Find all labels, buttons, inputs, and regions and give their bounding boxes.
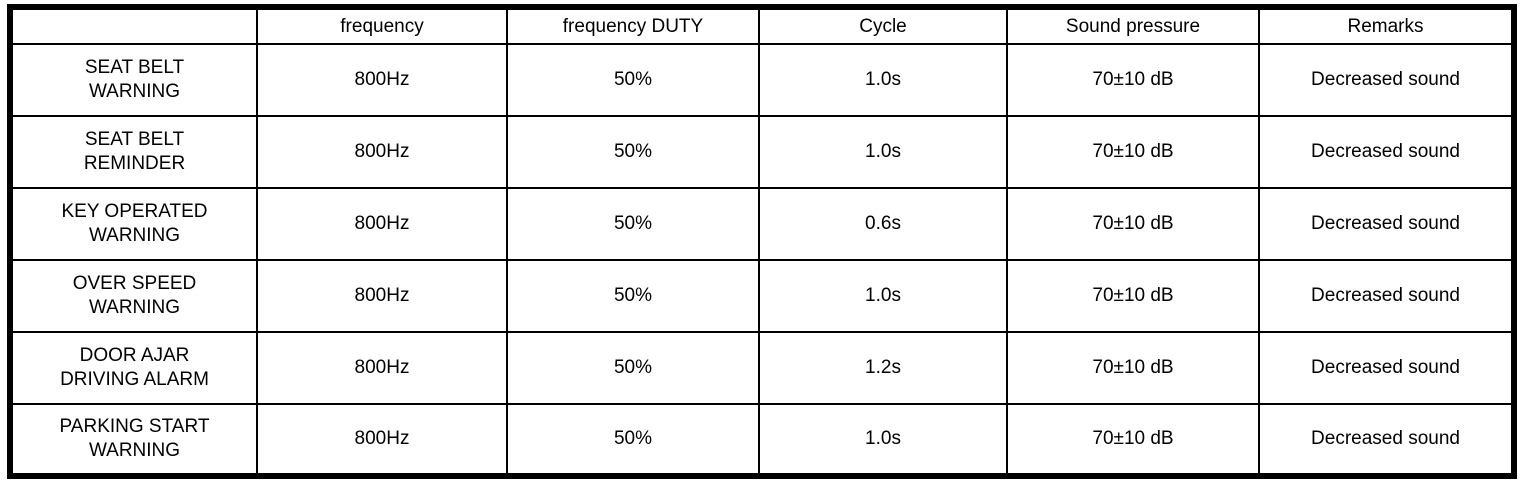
cell-remarks: Decreased sound: [1258, 187, 1515, 261]
cell-cycle: 1.2s: [758, 331, 1008, 405]
cell-frequency: 800Hz: [256, 187, 508, 261]
cell-cycle: 0.6s: [758, 187, 1008, 261]
table-row: PARKING START WARNING 800Hz 50% 1.0s 70±…: [9, 403, 1515, 477]
row-label: DOOR AJAR DRIVING ALARM: [9, 331, 258, 405]
cell-remarks: Decreased sound: [1258, 259, 1515, 333]
cell-duty: 50%: [506, 259, 760, 333]
row-label: SEAT BELT REMINDER: [9, 115, 258, 189]
cell-frequency: 800Hz: [256, 259, 508, 333]
buzzer-spec-table: frequency frequency DUTY Cycle Sound pre…: [7, 4, 1517, 479]
cell-sound-pressure: 70±10 dB: [1006, 115, 1260, 189]
cell-duty: 50%: [506, 43, 760, 117]
table-row: KEY OPERATED WARNING 800Hz 50% 0.6s 70±1…: [9, 187, 1515, 261]
table-row: SEAT BELT REMINDER 800Hz 50% 1.0s 70±10 …: [9, 115, 1515, 189]
header-remarks: Remarks: [1258, 6, 1515, 45]
cell-duty: 50%: [506, 187, 760, 261]
cell-sound-pressure: 70±10 dB: [1006, 403, 1260, 477]
cell-sound-pressure: 70±10 dB: [1006, 259, 1260, 333]
cell-cycle: 1.0s: [758, 403, 1008, 477]
cell-frequency: 800Hz: [256, 403, 508, 477]
cell-sound-pressure: 70±10 dB: [1006, 43, 1260, 117]
table-row: OVER SPEED WARNING 800Hz 50% 1.0s 70±10 …: [9, 259, 1515, 333]
row-label: OVER SPEED WARNING: [9, 259, 258, 333]
header-blank: [9, 6, 258, 45]
cell-sound-pressure: 70±10 dB: [1006, 187, 1260, 261]
header-cycle: Cycle: [758, 6, 1008, 45]
cell-duty: 50%: [506, 403, 760, 477]
cell-duty: 50%: [506, 331, 760, 405]
row-label: KEY OPERATED WARNING: [9, 187, 258, 261]
cell-remarks: Decreased sound: [1258, 331, 1515, 405]
cell-cycle: 1.0s: [758, 43, 1008, 117]
header-sound-pressure: Sound pressure: [1006, 6, 1260, 45]
table-header-row: frequency frequency DUTY Cycle Sound pre…: [9, 6, 1515, 45]
cell-remarks: Decreased sound: [1258, 403, 1515, 477]
header-frequency-duty: frequency DUTY: [506, 6, 760, 45]
cell-remarks: Decreased sound: [1258, 43, 1515, 117]
header-frequency: frequency: [256, 6, 508, 45]
cell-frequency: 800Hz: [256, 115, 508, 189]
row-label: PARKING START WARNING: [9, 403, 258, 477]
cell-cycle: 1.0s: [758, 115, 1008, 189]
cell-remarks: Decreased sound: [1258, 115, 1515, 189]
cell-sound-pressure: 70±10 dB: [1006, 331, 1260, 405]
cell-duty: 50%: [506, 115, 760, 189]
table-row: SEAT BELT WARNING 800Hz 50% 1.0s 70±10 d…: [9, 43, 1515, 117]
table-row: DOOR AJAR DRIVING ALARM 800Hz 50% 1.2s 7…: [9, 331, 1515, 405]
row-label: SEAT BELT WARNING: [9, 43, 258, 117]
cell-frequency: 800Hz: [256, 43, 508, 117]
cell-frequency: 800Hz: [256, 331, 508, 405]
cell-cycle: 1.0s: [758, 259, 1008, 333]
